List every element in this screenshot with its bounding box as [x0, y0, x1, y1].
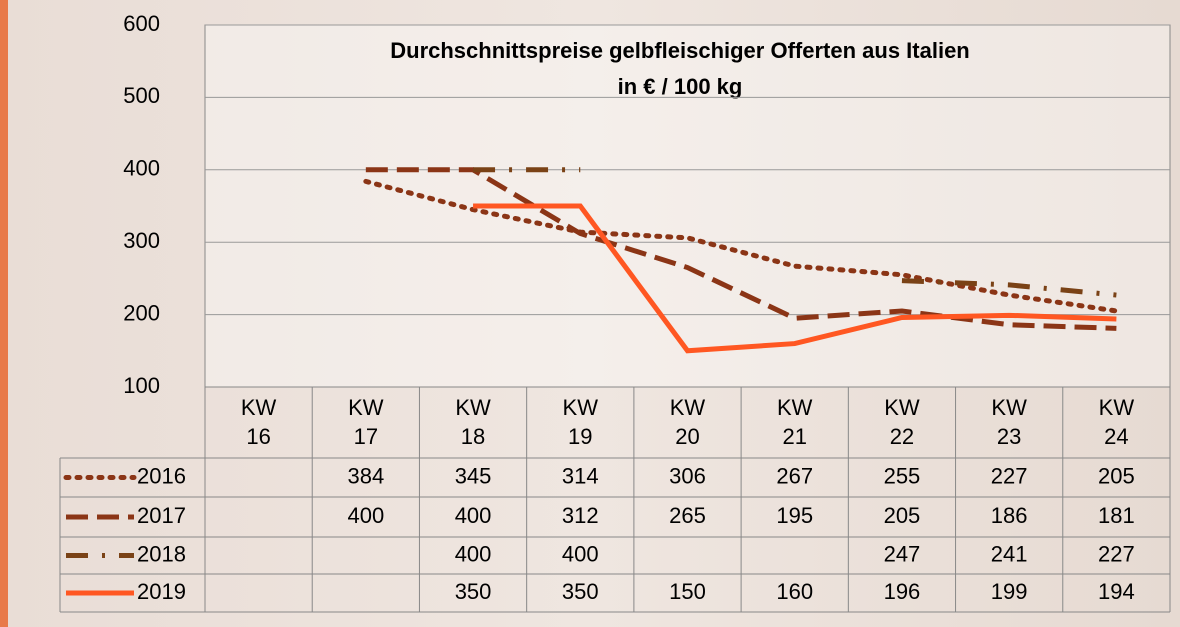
legend-label: 2017 [137, 503, 186, 528]
x-tick-cell: KW 19 [562, 395, 598, 449]
x-tick-cell: KW 18 [455, 395, 491, 449]
x-tick-label: KW 22 [884, 395, 920, 449]
series-line [363, 178, 1119, 314]
series-line [473, 167, 1117, 298]
y-tick-label: 200 [123, 300, 160, 325]
table-value: 227 [1098, 541, 1135, 566]
table-value: 150 [669, 579, 706, 604]
y-tick-label: 300 [123, 228, 160, 253]
table-value: 400 [455, 541, 492, 566]
table-value: 205 [884, 503, 921, 528]
x-tick-label: KW 17 [348, 395, 384, 449]
table-value: 345 [455, 463, 492, 488]
plot-area [204, 24, 1171, 388]
table-value: 160 [776, 579, 813, 604]
x-tick-label: KW 23 [991, 395, 1027, 449]
table-value: 195 [776, 503, 813, 528]
legend-label: 2018 [137, 541, 186, 566]
y-tick-label: 600 [123, 11, 160, 36]
table-value: 400 [347, 503, 384, 528]
series-line [473, 203, 1117, 354]
table-value: 241 [991, 541, 1028, 566]
table-value: 196 [884, 579, 921, 604]
x-tick-label: KW 18 [455, 395, 491, 449]
x-tick-label: KW 19 [562, 395, 598, 449]
table-value: 186 [991, 503, 1028, 528]
table-value: 400 [562, 541, 599, 566]
table-value: 350 [562, 579, 599, 604]
x-tick-cell: KW 21 [776, 395, 813, 449]
x-tick-label: KW 16 [240, 395, 277, 449]
table-value: 199 [991, 579, 1028, 604]
table-value: 384 [347, 463, 384, 488]
x-tick-label: KW 20 [669, 395, 706, 449]
x-tick-cell: KW 20 [669, 395, 706, 449]
table-value: 306 [669, 463, 706, 488]
x-tick-cell: KW 16 [240, 395, 277, 449]
chart-title: Durchschnittspreise gelbfleischiger Offe… [390, 38, 970, 63]
chart-subtitle: in € / 100 kg [618, 74, 743, 99]
table-value: 312 [562, 503, 599, 528]
table-value: 314 [562, 463, 599, 488]
x-tick-cell: KW 17 [348, 395, 384, 449]
x-tick-cell: KW 24 [1098, 395, 1135, 449]
x-tick-cell: KW 23 [991, 395, 1027, 449]
table-value: 205 [1098, 463, 1135, 488]
table-value: 267 [776, 463, 813, 488]
legend-label: 2016 [137, 463, 186, 488]
table-value: 247 [884, 541, 921, 566]
table-value: 194 [1098, 579, 1135, 604]
series-line [365, 167, 1117, 331]
table-value: 400 [455, 503, 492, 528]
legend-label: 2019 [137, 579, 186, 604]
table-value: 227 [991, 463, 1028, 488]
x-tick-cell: KW 22 [884, 395, 920, 449]
table-value: 181 [1098, 503, 1135, 528]
table-value: 255 [884, 463, 921, 488]
x-tick-label: KW 24 [1098, 395, 1135, 449]
y-tick-label: 500 [123, 83, 160, 108]
x-tick-label: KW 21 [776, 395, 813, 449]
table-value: 350 [455, 579, 492, 604]
y-tick-label: 400 [123, 156, 160, 181]
y-tick-label: 100 [123, 373, 160, 398]
table-value: 265 [669, 503, 706, 528]
